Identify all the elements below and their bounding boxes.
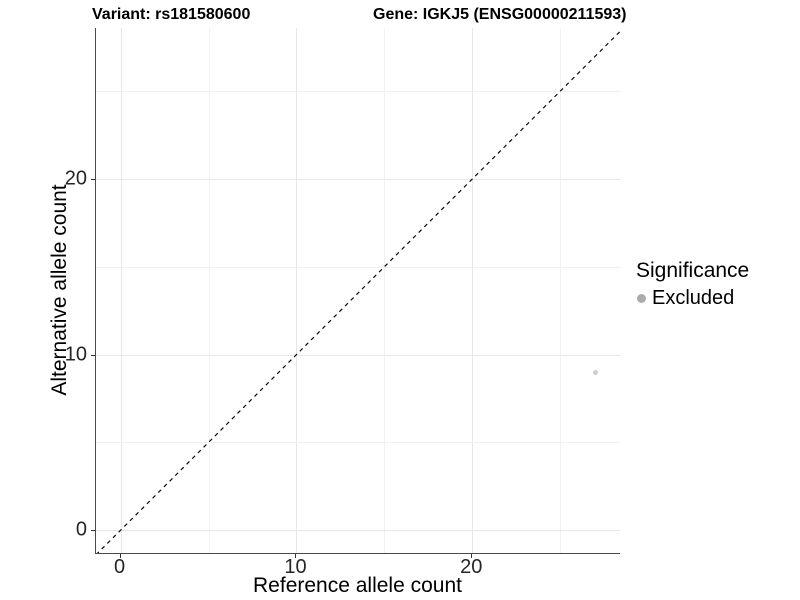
y-tick-label: 0	[75, 518, 87, 541]
identity-line	[96, 30, 620, 553]
x-tick-label: 20	[460, 556, 483, 578]
x-tick-mark	[471, 554, 472, 558]
x-axis-title: Reference allele count	[253, 574, 462, 597]
legend-point-icon	[637, 294, 646, 303]
legend-entry-label: Excluded	[652, 287, 735, 309]
variant-title: Variant: rs181580600	[92, 6, 251, 23]
x-tick-mark	[120, 554, 121, 558]
legend-entry: Excluded	[636, 287, 749, 310]
x-tick-mark	[295, 554, 296, 558]
legend: Significance Excluded	[636, 259, 749, 310]
gene-title: Gene: IGKJ5 (ENSG00000211593)	[373, 6, 627, 23]
y-tick-label: 10	[64, 343, 87, 366]
y-axis-title: Alternative allele count	[48, 184, 71, 396]
y-tick-mark	[91, 355, 95, 356]
legend-title: Significance	[636, 259, 750, 282]
x-tick-label: 0	[114, 556, 126, 578]
x-tick-label: 10	[284, 556, 307, 578]
y-tick-label: 20	[64, 167, 87, 190]
data-point	[592, 369, 598, 375]
y-tick-mark	[91, 530, 95, 531]
legend-entries: Excluded	[636, 287, 749, 310]
plot-panel	[95, 28, 620, 554]
identity-line-layer	[96, 30, 620, 553]
y-tick-mark	[91, 179, 95, 180]
